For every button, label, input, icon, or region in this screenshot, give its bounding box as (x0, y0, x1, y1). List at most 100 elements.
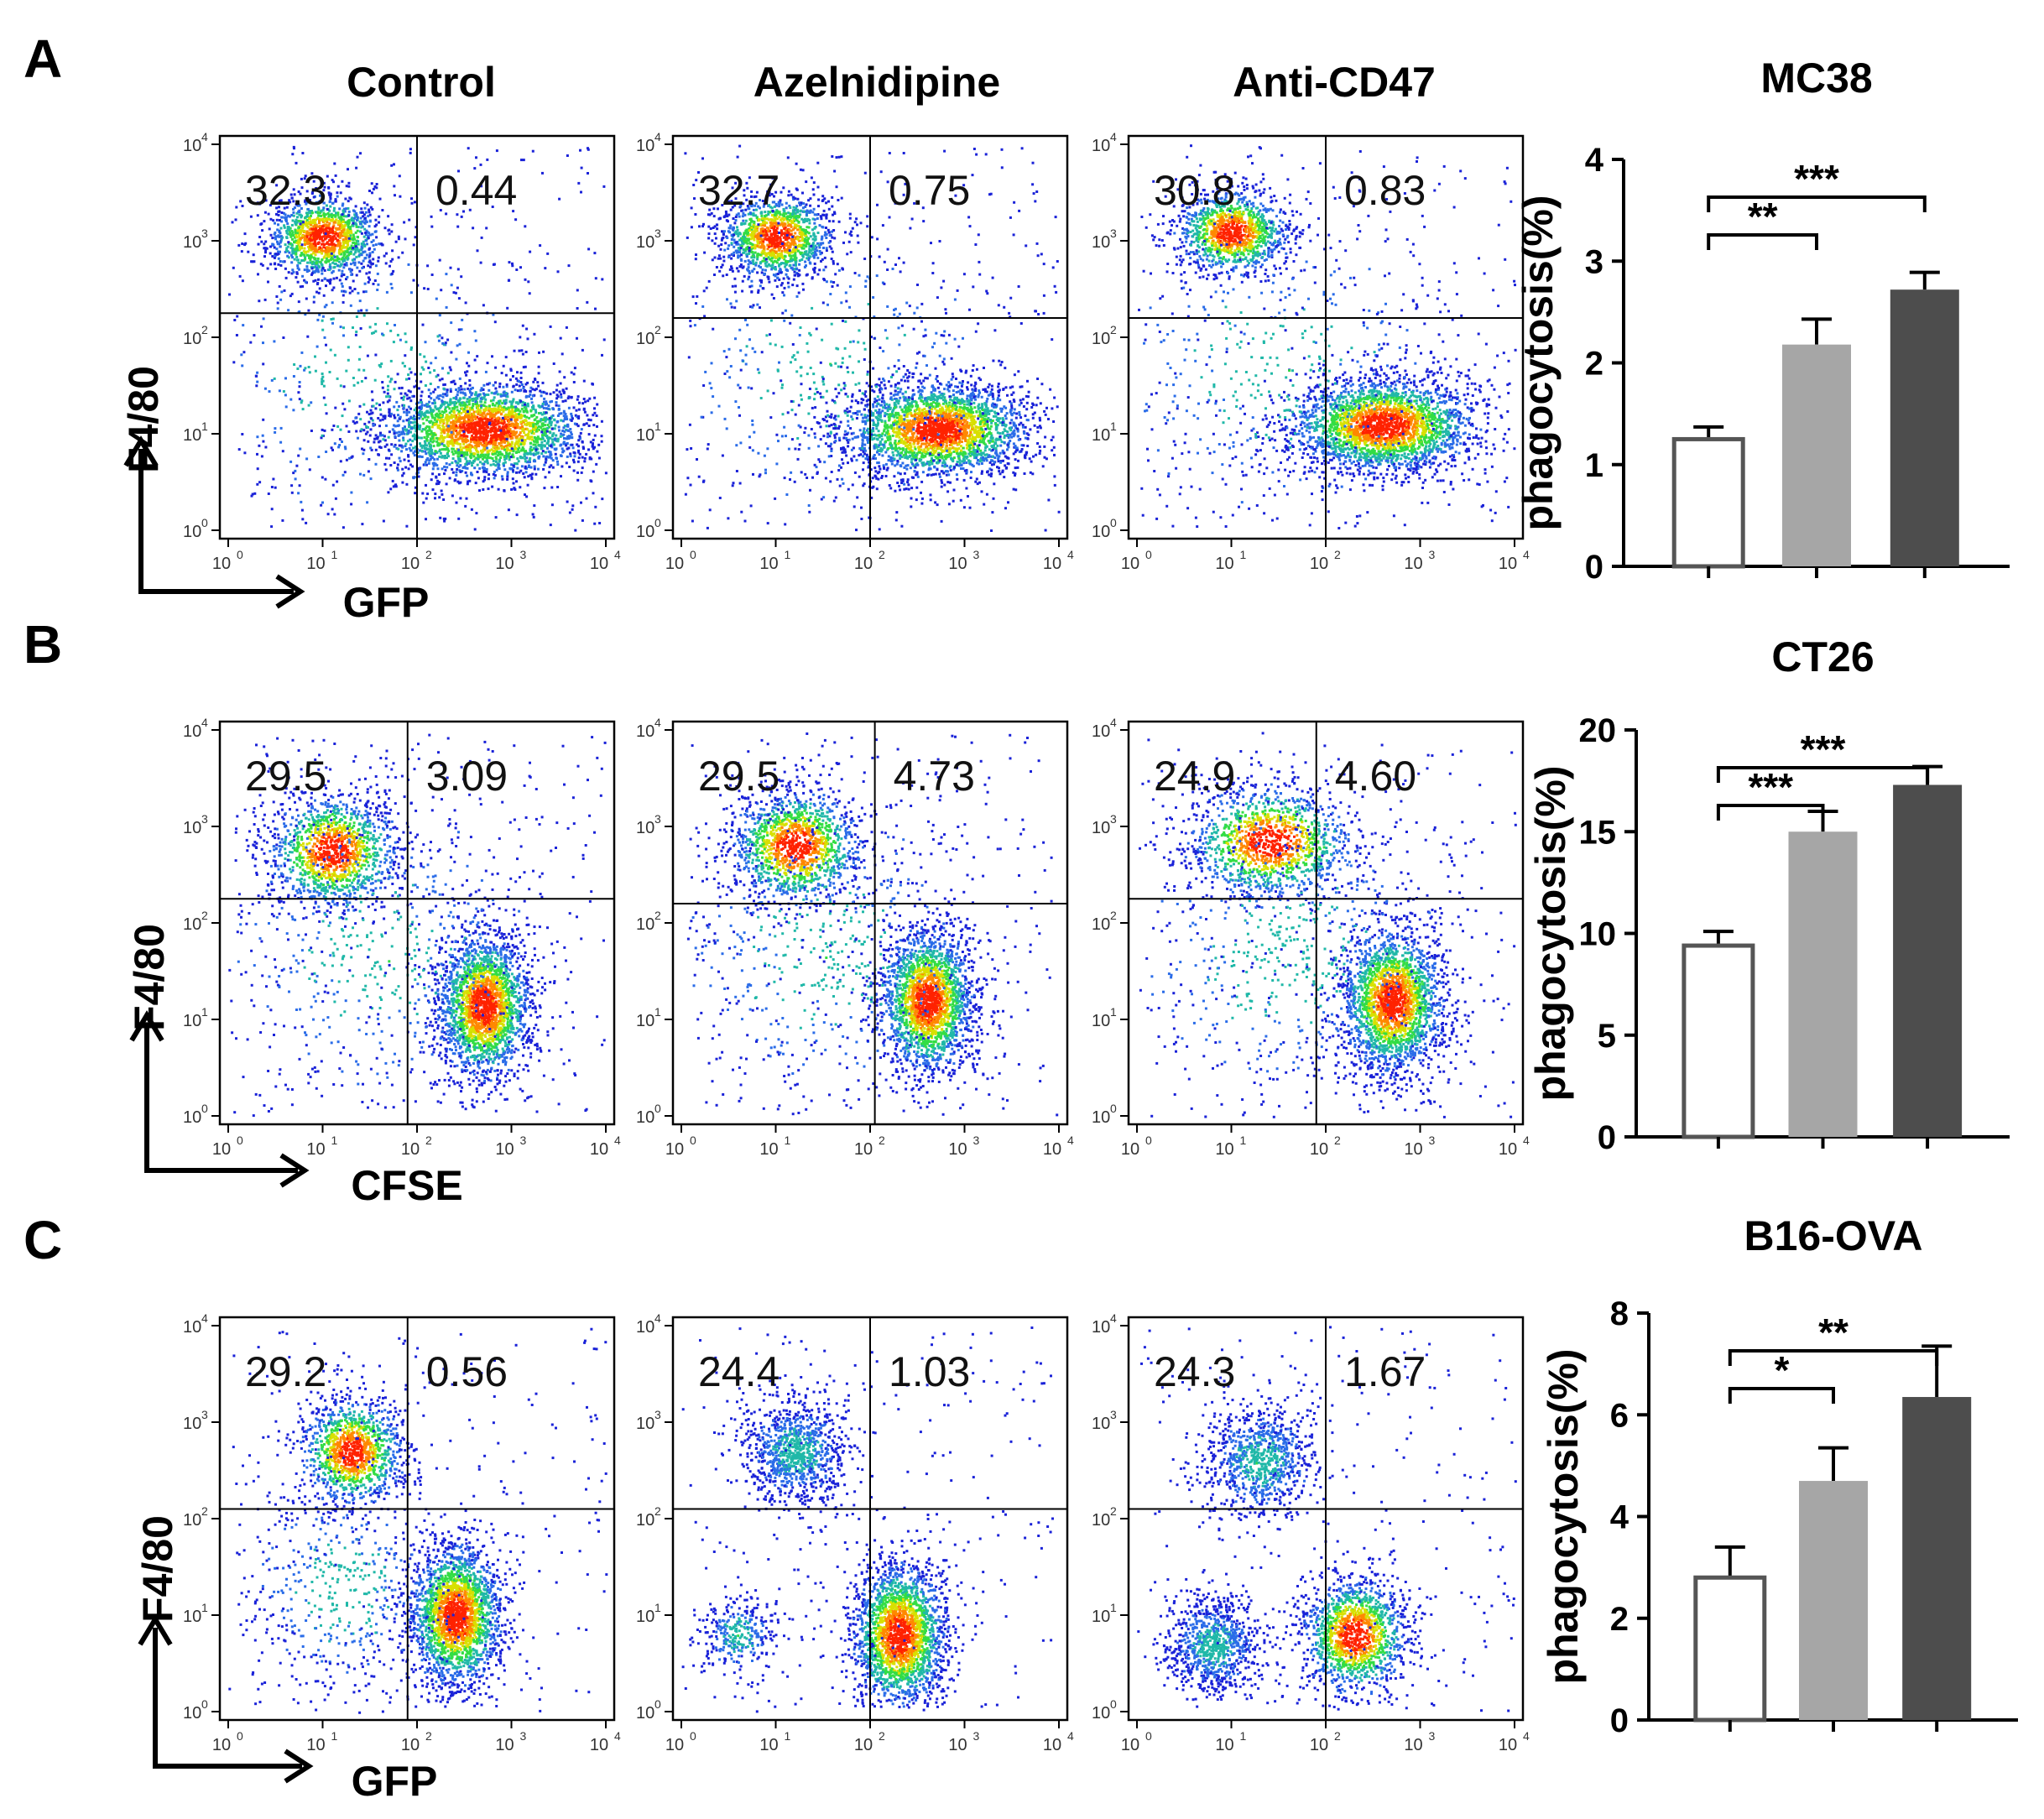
event-dot (518, 460, 520, 462)
event-dot (593, 407, 596, 409)
event-dot (352, 456, 354, 458)
event-dot (338, 252, 341, 254)
event-dot (332, 286, 335, 289)
event-dot (312, 248, 315, 250)
event-dot (335, 175, 337, 177)
event-dot (365, 220, 368, 222)
event-dot (566, 437, 568, 440)
event-dot (355, 256, 357, 258)
event-dot (410, 449, 413, 451)
event-dot (525, 471, 528, 473)
event-dot (410, 427, 413, 430)
event-dot (494, 452, 497, 455)
event-dot (581, 428, 583, 430)
event-dot (524, 440, 527, 442)
event-dot (428, 462, 430, 465)
event-dot (563, 430, 566, 433)
event-dot (443, 436, 446, 439)
event-dot (573, 451, 576, 454)
event-dot (453, 380, 456, 383)
event-dot (492, 450, 494, 452)
event-dot (553, 444, 555, 446)
event-dot (331, 220, 333, 222)
event-dot (518, 472, 520, 474)
event-dot (368, 413, 371, 415)
event-dot (315, 237, 318, 239)
event-dot (406, 394, 409, 397)
event-dot (449, 412, 451, 414)
event-dot (556, 421, 559, 424)
event-dot (303, 254, 305, 257)
event-dot (325, 284, 327, 287)
event-dot (500, 395, 503, 398)
event-dot (458, 460, 461, 462)
event-dot (368, 225, 371, 227)
event-dot (274, 247, 276, 249)
event-dot (446, 422, 448, 425)
event-dot (463, 388, 466, 391)
event-dot (336, 191, 338, 194)
event-dot (468, 480, 471, 482)
event-dot (347, 232, 350, 234)
event-dot (371, 390, 373, 393)
event-dot (244, 232, 247, 235)
event-dot (571, 444, 574, 446)
event-dot (310, 254, 312, 257)
event-dot (526, 428, 529, 430)
event-dot (368, 281, 370, 284)
event-dot (454, 460, 456, 462)
event-dot (382, 434, 384, 436)
event-dot (555, 404, 558, 407)
event-dot (378, 454, 380, 456)
event-dot (310, 274, 313, 276)
event-dot (402, 436, 404, 439)
event-dot (456, 461, 459, 464)
event-dot (279, 236, 281, 238)
event-dot (525, 416, 528, 419)
event-dot (295, 236, 298, 238)
event-dot (511, 409, 514, 411)
event-dot (576, 409, 578, 412)
event-dot (473, 398, 476, 400)
event-dot (532, 381, 534, 383)
event-dot (296, 216, 299, 218)
event-dot (424, 412, 426, 414)
event-dot (517, 448, 519, 451)
event-dot (523, 409, 525, 412)
event-dot (474, 431, 477, 434)
event-dot (354, 251, 357, 253)
event-dot (385, 262, 388, 264)
event-dot (276, 219, 279, 222)
event-dot (439, 379, 441, 382)
event-dot (583, 409, 586, 411)
event-dot (601, 440, 603, 443)
event-dot (443, 445, 446, 447)
event-dot (547, 408, 550, 410)
event-dot (425, 461, 427, 463)
event-dot (331, 237, 333, 240)
event-dot (435, 408, 438, 410)
event-dot (288, 271, 290, 274)
event-dot (560, 444, 562, 446)
event-dot (347, 258, 349, 260)
event-dot (405, 483, 408, 486)
event-dot (494, 367, 497, 369)
event-dot (516, 371, 519, 373)
event-dot (369, 253, 372, 255)
event-dot (543, 407, 545, 409)
event-dot (336, 277, 338, 279)
event-dot (298, 268, 300, 271)
event-dot (515, 451, 518, 454)
x-label-a: GFP (343, 579, 430, 626)
event-dot (499, 456, 502, 459)
event-dot (328, 214, 331, 216)
event-dot (411, 421, 414, 424)
event-dot (362, 215, 364, 217)
event-dot (348, 211, 351, 213)
event-dot (291, 238, 294, 241)
event-dot (451, 448, 453, 451)
event-dot (539, 406, 541, 409)
event-dot (277, 223, 279, 226)
event-dot (576, 399, 579, 401)
event-dot (508, 508, 510, 511)
